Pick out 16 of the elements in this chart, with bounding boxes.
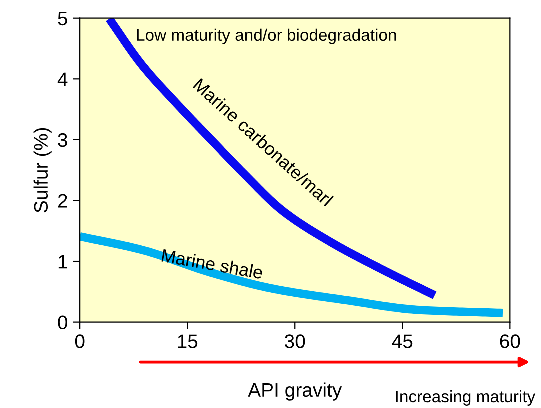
x-tick-label: 30 bbox=[285, 334, 306, 348]
annotation: Low maturity and/or biodegradation bbox=[137, 28, 396, 44]
text: Increasing maturity bbox=[396, 390, 536, 406]
y-tick-label: 2 bbox=[58, 194, 68, 208]
y-tick-label: 1 bbox=[58, 255, 68, 269]
x-tick-label: 45 bbox=[392, 334, 413, 348]
x-tick-label: 60 bbox=[500, 334, 520, 348]
y-axis-title: Sulfur (%) bbox=[34, 128, 52, 213]
y-tick-label: 4 bbox=[58, 72, 68, 86]
text: Marine shale bbox=[162, 248, 264, 280]
y-tick-label: 0 bbox=[58, 316, 68, 330]
y-tick-label: 5 bbox=[58, 12, 68, 26]
x-axis-title: API gravity bbox=[248, 382, 342, 401]
x-tick-label: 0 bbox=[75, 334, 85, 348]
x-tick-label: 15 bbox=[178, 334, 198, 348]
y-tick-label: 3 bbox=[58, 133, 68, 148]
